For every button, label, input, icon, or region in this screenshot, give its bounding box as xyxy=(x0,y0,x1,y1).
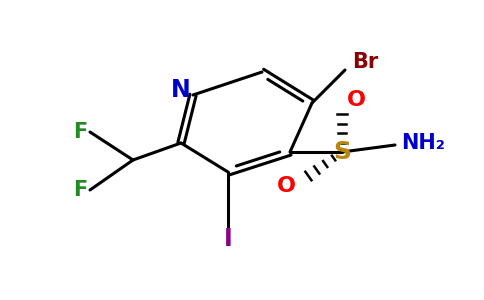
Text: F: F xyxy=(73,122,87,142)
Text: F: F xyxy=(73,180,87,200)
Text: I: I xyxy=(224,227,232,251)
Text: S: S xyxy=(333,140,351,164)
Text: O: O xyxy=(276,176,296,196)
Text: NH₂: NH₂ xyxy=(401,133,445,153)
Text: O: O xyxy=(347,90,365,110)
Text: N: N xyxy=(171,78,191,102)
Text: Br: Br xyxy=(352,52,378,72)
